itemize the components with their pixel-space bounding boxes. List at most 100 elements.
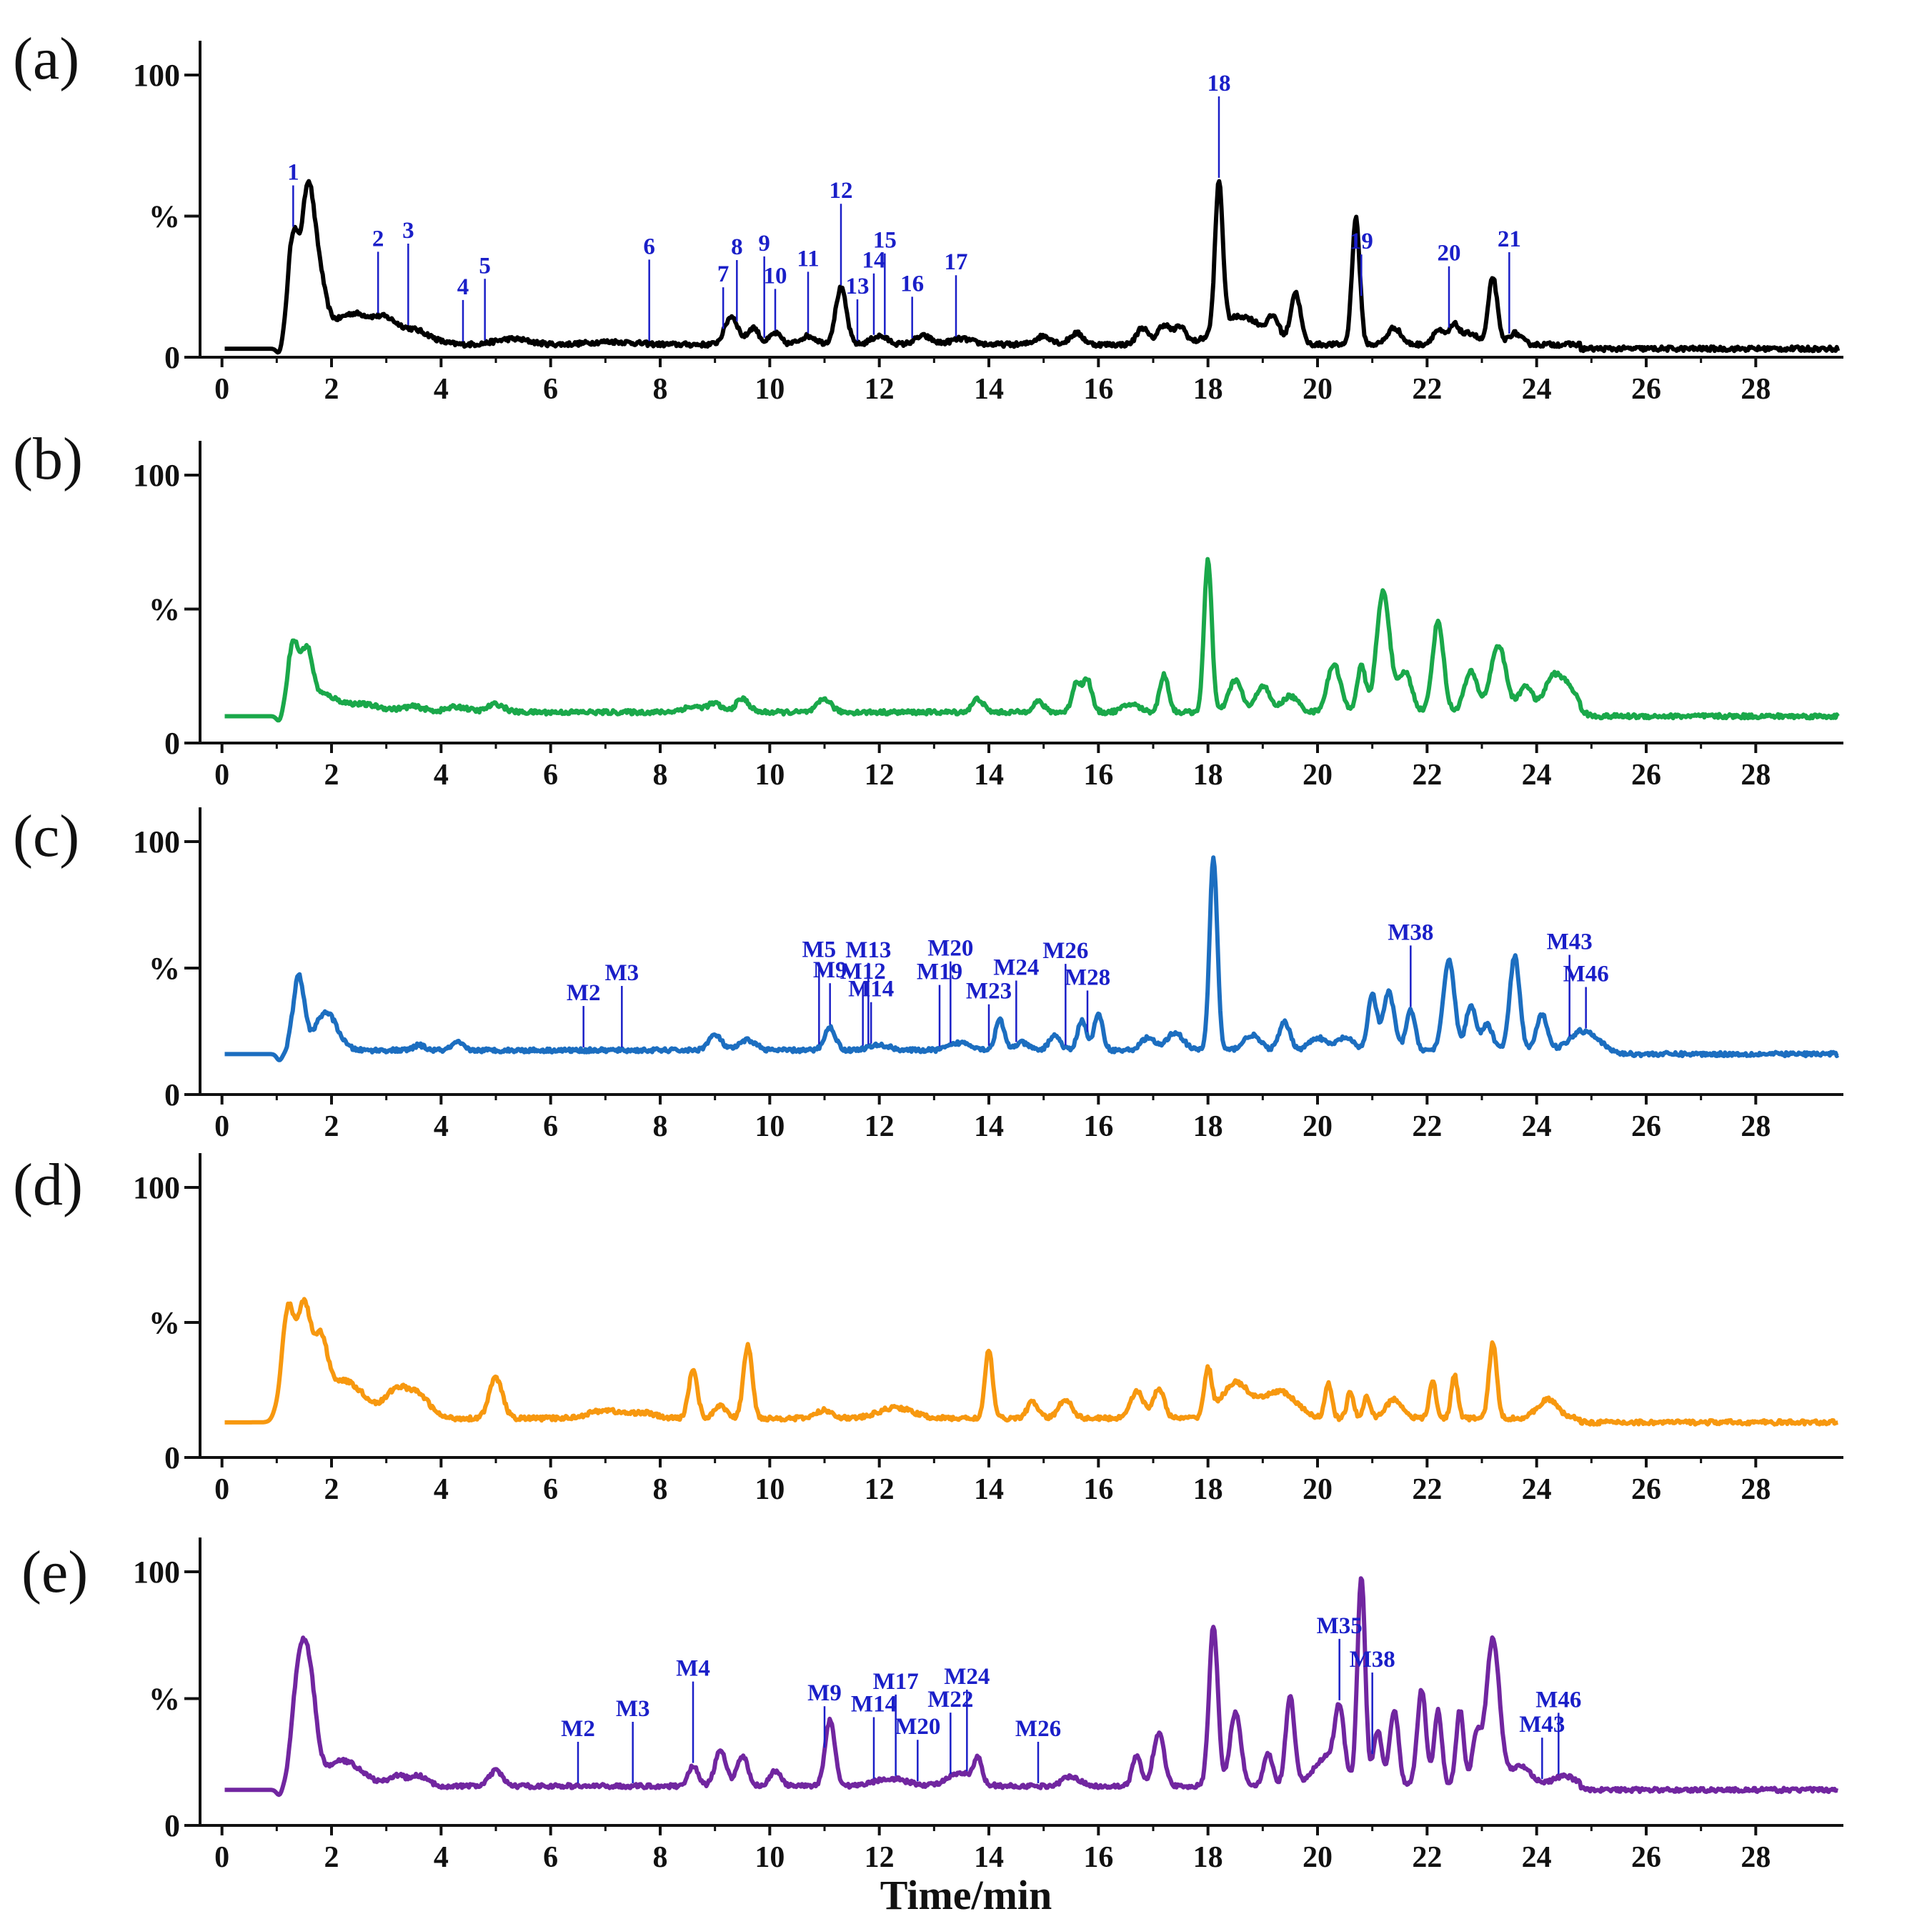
x-tick-label: 0 [214,1473,229,1506]
x-tick-label: 0 [214,373,229,406]
x-tick-label: 16 [1083,373,1113,406]
peak-label: M9 [807,1680,842,1706]
x-tick-label: 12 [865,759,895,792]
peak-label: 2 [372,226,384,251]
peak-label: 1 [287,160,299,186]
peak-label: M46 [1563,962,1609,987]
peak-label: M9 [813,957,847,983]
y-tick-label: % [149,199,180,234]
x-tick-label: 8 [653,759,668,792]
peak-label: M26 [1015,1716,1061,1742]
y-tick-label: 0 [164,340,180,375]
x-tick-label: 22 [1412,1473,1442,1506]
peak-label: M43 [1519,1712,1565,1738]
x-tick-label: 2 [324,1473,339,1506]
peak-label: M46 [1535,1687,1581,1713]
peak-label: M38 [1388,919,1433,945]
peak-label: M19 [917,959,962,985]
x-tick-label: 6 [543,1841,558,1874]
x-tick-label: 28 [1741,1110,1771,1143]
peak-label: M13 [845,937,891,963]
y-tick-label: 100 [133,458,180,493]
peak-label: M12 [840,959,886,985]
y-tick-label: 0 [164,1808,180,1843]
chromatogram-trace [224,1576,1839,1798]
x-tick-label: 4 [434,1841,449,1874]
peak-label: 7 [717,261,730,287]
x-tick-label: 28 [1741,373,1771,406]
peak-label: M4 [676,1656,710,1682]
x-tick-label: 26 [1631,1110,1661,1143]
panel-letter: (c) [13,803,79,869]
panel-letter: (b) [13,426,83,492]
x-tick-label: 10 [755,1110,785,1143]
y-tick-label: % [149,951,180,986]
x-tick-label: 10 [755,759,785,792]
x-tick-label: 22 [1412,1841,1442,1874]
y-tick-label: % [149,1305,180,1340]
x-tick-label: 24 [1522,1841,1552,1874]
panel-letter: (e) [21,1539,88,1605]
peak-label: 19 [1350,229,1373,254]
peak-label: 11 [797,246,819,271]
peak-label: 6 [643,234,655,259]
peak-label: 18 [1208,71,1231,96]
x-tick-label: 18 [1193,1473,1223,1506]
y-tick-label: 0 [164,1077,180,1112]
peak-label: M20 [927,936,973,962]
x-tick-label: 14 [974,759,1004,792]
x-tick-label: 16 [1083,759,1113,792]
x-tick-label: 12 [865,1473,895,1506]
peak-label: M24 [993,955,1039,981]
peak-label: 21 [1498,226,1521,252]
peak-label: 3 [402,218,414,244]
x-tick-label: 20 [1303,1473,1333,1506]
x-tick-label: 10 [755,1841,785,1874]
x-tick-label: 20 [1303,759,1333,792]
x-tick-label: 8 [653,1110,668,1143]
peak-label: 4 [457,274,469,300]
x-tick-label: 26 [1631,759,1661,792]
peak-label: M24 [944,1664,990,1690]
peak-label: M14 [851,1692,897,1718]
x-tick-label: 26 [1631,1841,1661,1874]
x-tick-label: 22 [1412,1110,1442,1143]
x-tick-label: 22 [1412,373,1442,406]
x-tick-label: 14 [974,1841,1004,1874]
peak-label: M2 [561,1716,595,1742]
x-tick-label: 4 [434,1473,449,1506]
x-tick-label: 4 [434,759,449,792]
peak-label: 5 [479,253,491,279]
x-tick-label: 12 [865,1110,895,1143]
x-tick-label: 10 [755,1473,785,1506]
x-tick-label: 6 [543,1473,558,1506]
y-tick-label: 0 [164,726,180,761]
peak-label: 9 [758,231,770,256]
peak-label: 15 [873,228,897,254]
x-tick-label: 8 [653,1473,668,1506]
x-tick-label: 26 [1631,373,1661,406]
x-tick-label: 0 [214,759,229,792]
y-tick-label: % [149,592,180,627]
x-tick-label: 18 [1193,373,1223,406]
y-tick-label: 100 [133,824,180,859]
x-tick-label: 10 [755,373,785,406]
x-tick-label: 24 [1522,759,1552,792]
x-tick-label: 2 [324,759,339,792]
x-tick-label: 24 [1522,1110,1552,1143]
chromatogram-trace [224,179,1841,355]
peak-label: 10 [764,263,787,289]
panel-letter: (a) [13,26,79,92]
x-tick-label: 14 [974,1110,1004,1143]
y-tick-label: 100 [133,1170,180,1205]
x-tick-label: 28 [1741,1841,1771,1874]
y-tick-label: 100 [133,1555,180,1590]
x-tick-label: 6 [543,373,558,406]
peak-label: 17 [945,249,968,275]
x-tick-label: 20 [1303,373,1333,406]
peak-label: M26 [1042,938,1088,964]
peak-label: M17 [873,1669,919,1695]
x-tick-label: 8 [653,373,668,406]
x-tick-label: 20 [1303,1841,1333,1874]
x-tick-label: 16 [1083,1110,1113,1143]
